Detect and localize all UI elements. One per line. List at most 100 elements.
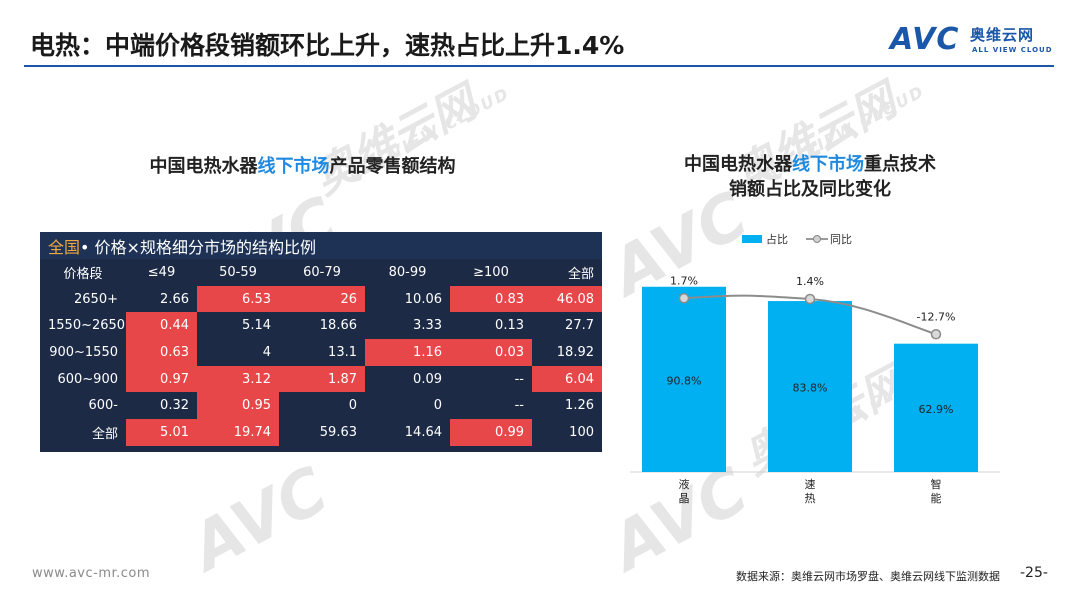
table-cell: 0.97	[126, 365, 197, 393]
bar-data-label: 62.9%	[919, 403, 954, 416]
bar-data-label: 83.8%	[793, 382, 828, 395]
x-tick-label: 速	[805, 478, 816, 491]
table-cell: 6.53	[197, 285, 279, 313]
table-cell: 6.04	[532, 365, 602, 393]
table-cell: 18.92	[556, 344, 594, 360]
table-column-header: ≤49	[147, 264, 176, 280]
table-cell: 0.03	[450, 339, 532, 366]
left-panel-title: 中国电热水器线下市场产品零售额结构	[149, 156, 456, 177]
table-cell: 0.83	[450, 285, 532, 313]
table-cell: 0.95	[197, 392, 279, 420]
table-cell: 13.1	[328, 344, 357, 360]
table-row-label: 900~1550	[49, 344, 118, 360]
table-row-label: 1550~2650	[48, 318, 126, 334]
yoy-data-label: 1.7%	[670, 274, 698, 287]
table-title: 全国 • 价格×规格细分市场的结构比例	[40, 232, 602, 259]
table-row: 600- 0.32 0.95 0 0 -- 1.26	[40, 392, 602, 420]
yoy-point	[804, 293, 816, 305]
logo-cn-name: 奥维云网	[970, 26, 1035, 44]
table-row: 600~900 0.97 3.12 1.87 0.09 -- 6.04	[40, 365, 602, 393]
price-spec-table: 全国 • 价格×规格细分市场的结构比例 价格段 ≤49 50-59 60-79 80-9…	[40, 232, 602, 452]
yoy-point	[930, 329, 942, 340]
structure-grid: 价格段 ≤49 50-59 60-79 80-99 ≥100 全部 2650+ 2.66 6.53…	[40, 259, 602, 446]
left-title-highlight: 线下市场	[257, 156, 330, 177]
table-column-header: 60-79	[303, 264, 341, 280]
logo-brand: AVC	[890, 22, 960, 57]
avc-logo: AVC 奥维云网 ALL VIEW CLOUD	[890, 22, 1060, 58]
bar	[894, 343, 978, 472]
table-cell: 2.66	[160, 291, 189, 307]
slide-title: 电热：中端价格段销额环比上升，速热占比上升1.4%	[30, 31, 625, 60]
table-cell: 0	[348, 398, 357, 414]
table-row-label: 600~900	[57, 371, 118, 387]
table-cell: 0.44	[126, 312, 197, 340]
table-cell: 1.16	[365, 339, 450, 366]
table-cell: --	[514, 371, 524, 387]
table-row: 全部 5.01 19.74 59.63 14.64 0.99 100	[40, 419, 602, 446]
table-title-text: • 价格×规格细分市场的结构比例	[80, 237, 316, 257]
footer-url: www.avc-mr.com	[32, 566, 151, 581]
legend-line-label: 同比	[830, 233, 852, 246]
table-row: 2650+ 2.66 6.53 26 10.06 0.83 46.08	[40, 285, 602, 313]
table-cell: 1.26	[565, 398, 594, 414]
watermark-logo-bottom: AVC	[180, 453, 340, 586]
table-cell: 0.32	[160, 398, 189, 414]
table-title-region: 全国	[48, 237, 81, 257]
title-divider	[24, 65, 1054, 67]
table-header-row: 价格段 ≤49 50-59 60-79 80-99 ≥100 全部	[40, 259, 602, 286]
x-tick-label: 能	[931, 491, 942, 505]
table-cell: 3.12	[197, 365, 279, 393]
table-cell: 46.08	[532, 285, 602, 313]
bar	[768, 301, 852, 472]
table-cell: 0.63	[126, 339, 197, 366]
table-cell: 1.87	[279, 365, 365, 393]
yoy-data-label: 1.4%	[796, 275, 824, 288]
table-cell: 0.09	[413, 371, 442, 387]
table-cell: --	[514, 398, 524, 414]
legend-bar-label: 占比	[766, 233, 788, 246]
x-tick-label: 晶	[679, 492, 690, 505]
watermark-cn-left: 奥维云网	[305, 77, 485, 205]
table-column-header: ≥100	[473, 264, 509, 280]
table-cell: 10.06	[404, 291, 442, 307]
legend-bar-swatch	[742, 235, 762, 243]
table-cell: 5.14	[242, 318, 271, 334]
legend-line-swatch	[806, 235, 828, 243]
x-tick-label: 热	[805, 492, 816, 505]
page-number: -25-	[1020, 565, 1048, 581]
yoy-data-label: -12.7%	[917, 310, 956, 323]
table-row-label: 600-	[88, 398, 118, 414]
table-cell: 4	[262, 344, 271, 360]
table-cell: 14.64	[404, 424, 442, 440]
tech-share-chart: 90.8% 液晶 83.8% 速热 62.9% 智能 1.7% 1.4% -12.7%	[630, 274, 1000, 505]
footer-source: 数据来源：奥维云网市场罗盘、奥维云网线下监测数据	[736, 570, 1000, 583]
table-row: 1550~2650 0.44 5.14 18.66 3.33 0.13 27.7	[40, 312, 602, 340]
table-column-header: 全部	[567, 266, 594, 282]
table-cell: 3.33	[413, 318, 442, 334]
table-row-label: 全部	[91, 426, 118, 442]
right-title-highlight: 线下市场	[792, 154, 864, 175]
bar	[642, 286, 726, 472]
table-column-header: 50-59	[219, 264, 257, 280]
table-cell: 0.13	[495, 318, 524, 334]
chart-legend: 占比 同比	[742, 231, 852, 247]
table-cell: 26	[279, 285, 365, 313]
right-panel-title: 中国电热水器线下市场重点技术 销额占比及同比变化	[684, 154, 936, 200]
x-tick-label: 智	[931, 477, 942, 491]
table-row: 900~1550 0.63 4 13.1 1.16 0.03 18.92	[40, 339, 602, 366]
x-tick-label: 液	[679, 477, 690, 491]
table-cell: 0.99	[450, 419, 532, 446]
bar-data-label: 90.8%	[667, 374, 702, 387]
table-row-label: 2650+	[74, 291, 118, 307]
table-cell: 5.01	[126, 419, 197, 446]
table-cell: 0	[433, 398, 442, 414]
table-cell: 27.7	[565, 318, 594, 334]
logo-en-name: ALL VIEW CLOUD	[972, 46, 1053, 54]
table-cell: 18.66	[319, 318, 357, 334]
table-cell: 59.63	[319, 424, 357, 440]
yoy-point	[678, 293, 690, 304]
table-corner-label: 价格段	[63, 266, 103, 282]
table-column-header: 80-99	[388, 264, 427, 280]
table-cell: 19.74	[197, 419, 279, 446]
table-cell: 100	[569, 424, 594, 440]
